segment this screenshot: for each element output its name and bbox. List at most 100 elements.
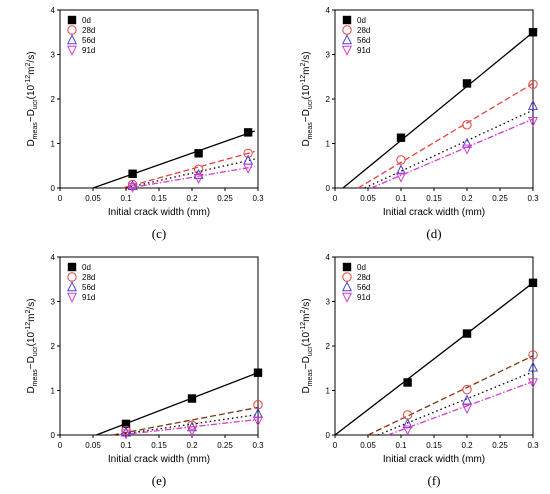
x-tick-label: 0.05 (360, 441, 376, 450)
x-tick-label: 0.15 (426, 441, 442, 450)
data-point-28d (462, 384, 472, 395)
y-tick-label: 2 (51, 95, 56, 104)
x-tick-label: 0 (58, 441, 63, 450)
data-point-0d (253, 368, 263, 377)
y-axis-label: Dmeas−Ducr(10-12m2/s) (300, 298, 314, 393)
x-tick-label: 0 (58, 194, 63, 203)
legend-label-28d: 28d (357, 273, 370, 282)
series-91d (119, 416, 264, 440)
chart-c: 0 0.05 0.1 0.15 0.2 0.25 0.3 0 1 2 3 4 Initial crack… (25, 6, 264, 241)
fit-line-56d (377, 371, 534, 436)
data-point-91d (527, 117, 539, 128)
x-tick-label: 0.15 (151, 194, 167, 203)
data-point-0d (528, 28, 538, 37)
fit-line-91d (387, 380, 534, 436)
y-tick-label: 1 (51, 387, 56, 396)
fit-line-28d (357, 82, 534, 189)
fit-line-28d (112, 406, 259, 436)
data-point-0d (396, 133, 406, 142)
chart-panel-e: 0 0.05 0.1 0.15 0.2 0.25 0.3 0 1 2 3 4 Initial crack… (0, 247, 275, 494)
legend-label-0d: 0d (357, 263, 366, 272)
data-point-56d (461, 394, 473, 405)
x-tick-label: 0.1 (120, 441, 132, 450)
legend-label-28d: 28d (357, 26, 370, 35)
legend-marker-56d (341, 281, 353, 292)
data-point-56d (527, 361, 539, 372)
x-axis-label: Initial crack width (mm) (383, 454, 485, 465)
legend-marker-0d (342, 15, 352, 25)
y-tick-label: 1 (326, 140, 331, 149)
x-tick-label: 0.25 (217, 441, 233, 450)
legend-label-0d: 0d (82, 16, 91, 25)
data-point-28d (462, 120, 472, 130)
y-tick-label: 3 (326, 298, 331, 307)
x-axis-label: Initial crack width (mm) (108, 454, 210, 465)
data-point-91d (120, 429, 132, 440)
legend-marker-91d (341, 45, 353, 56)
legend-label-28d: 28d (82, 273, 95, 282)
data-point-91d (461, 144, 473, 155)
x-tick-label: 0.2 (461, 194, 473, 203)
data-point-28d (396, 155, 406, 165)
x-tick-label: 0 (333, 441, 338, 450)
panel-caption: (e) (152, 473, 166, 488)
data-point-0d (128, 169, 137, 178)
series-28d (112, 400, 263, 436)
panel-caption: (f) (428, 473, 441, 488)
legend-marker-0d (67, 262, 77, 272)
x-tick-label: 0.25 (492, 194, 508, 203)
panel-caption: (c) (152, 226, 166, 241)
series-91d (371, 117, 539, 189)
x-tick-label: 0.1 (395, 441, 407, 450)
x-tick-label: 0.15 (151, 441, 167, 450)
series-56d (125, 154, 255, 190)
data-point-91d (243, 163, 254, 174)
legend-marker-28d (342, 25, 352, 35)
data-point-0d (462, 79, 472, 88)
legend-marker-28d (67, 25, 77, 35)
legend-marker-56d (341, 34, 353, 45)
legend-marker-91d (341, 292, 353, 303)
y-tick-label: 1 (326, 387, 331, 396)
data-point-0d (187, 394, 197, 403)
data-point-91d (252, 416, 264, 427)
x-tick-label: 0.05 (85, 441, 101, 450)
legend-marker-91d (66, 292, 78, 303)
legend-marker-28d (342, 272, 352, 282)
y-axis-label: Dmeas−Ducr(10-12m2/s) (25, 298, 39, 393)
fit-line-91d (129, 165, 255, 189)
x-axis-label: Initial crack width (mm) (383, 207, 485, 218)
y-tick-label: 1 (51, 140, 56, 149)
data-point-91d (527, 378, 539, 389)
fit-line-28d (367, 355, 534, 436)
x-tick-label: 0 (333, 194, 338, 203)
fit-line-91d (371, 118, 534, 189)
data-point-28d (243, 148, 253, 158)
data-point-56d (527, 99, 539, 110)
x-tick-label: 0.3 (527, 194, 539, 203)
legend-marker-91d (66, 45, 78, 56)
data-point-28d (528, 350, 538, 360)
fit-line-56d (125, 158, 255, 189)
legend-marker-0d (342, 262, 352, 272)
y-tick-label: 2 (326, 342, 331, 351)
data-point-91d (402, 425, 413, 436)
data-point-91d (395, 172, 407, 183)
fit-line-0d (342, 31, 534, 189)
chart-d: 0 0.05 0.1 0.15 0.2 0.25 0.3 0 1 2 3 4 Initial crack… (300, 6, 539, 241)
fit-line-0d (334, 282, 534, 436)
fit-line-0d (96, 372, 259, 436)
data-point-56d (127, 179, 138, 190)
data-point-56d (243, 154, 254, 165)
series-91d (127, 163, 255, 193)
series-91d (387, 378, 539, 436)
legend-marker-56d (66, 34, 78, 45)
x-tick-label: 0.05 (85, 194, 101, 203)
x-tick-label: 0.15 (426, 194, 442, 203)
data-point-0d (403, 378, 412, 387)
y-tick-label: 3 (51, 51, 56, 60)
y-axis-label: Dmeas−Ducr(10-12m2/s) (300, 51, 314, 146)
data-point-56d (120, 426, 132, 437)
